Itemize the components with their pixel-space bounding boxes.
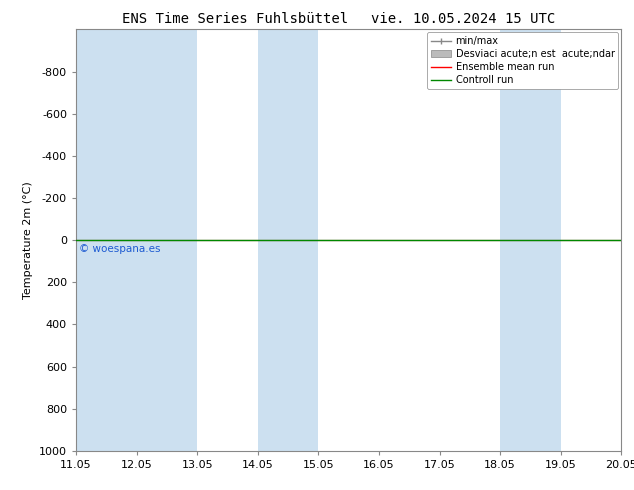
Bar (258, 29, 318, 451)
Legend: min/max, Desviaci acute;n est  acute;ndar, Ensemble mean run, Controll run: min/max, Desviaci acute;n est acute;ndar… (427, 32, 618, 89)
Text: ENS Time Series Fuhlsbüttel: ENS Time Series Fuhlsbüttel (122, 12, 347, 26)
Text: vie. 10.05.2024 15 UTC: vie. 10.05.2024 15 UTC (371, 12, 555, 26)
Bar (500, 29, 560, 451)
Y-axis label: Temperature 2m (°C): Temperature 2m (°C) (23, 181, 34, 299)
Bar (621, 29, 634, 451)
Bar (76, 29, 197, 451)
Text: © woespana.es: © woespana.es (79, 245, 160, 254)
